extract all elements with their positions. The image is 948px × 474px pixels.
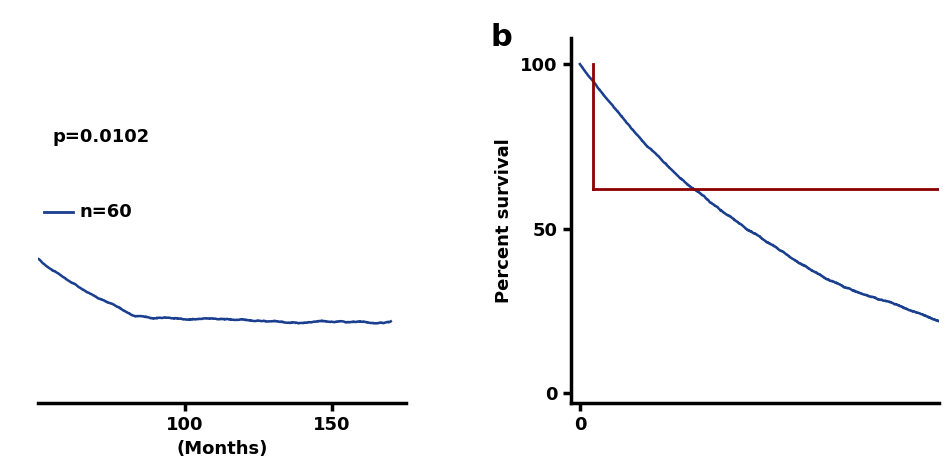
Text: b: b — [490, 23, 512, 52]
Text: n=60: n=60 — [79, 203, 132, 221]
Y-axis label: Percent survival: Percent survival — [495, 138, 513, 303]
X-axis label: (Months): (Months) — [176, 440, 267, 458]
Text: p=0.0102: p=0.0102 — [53, 128, 150, 146]
